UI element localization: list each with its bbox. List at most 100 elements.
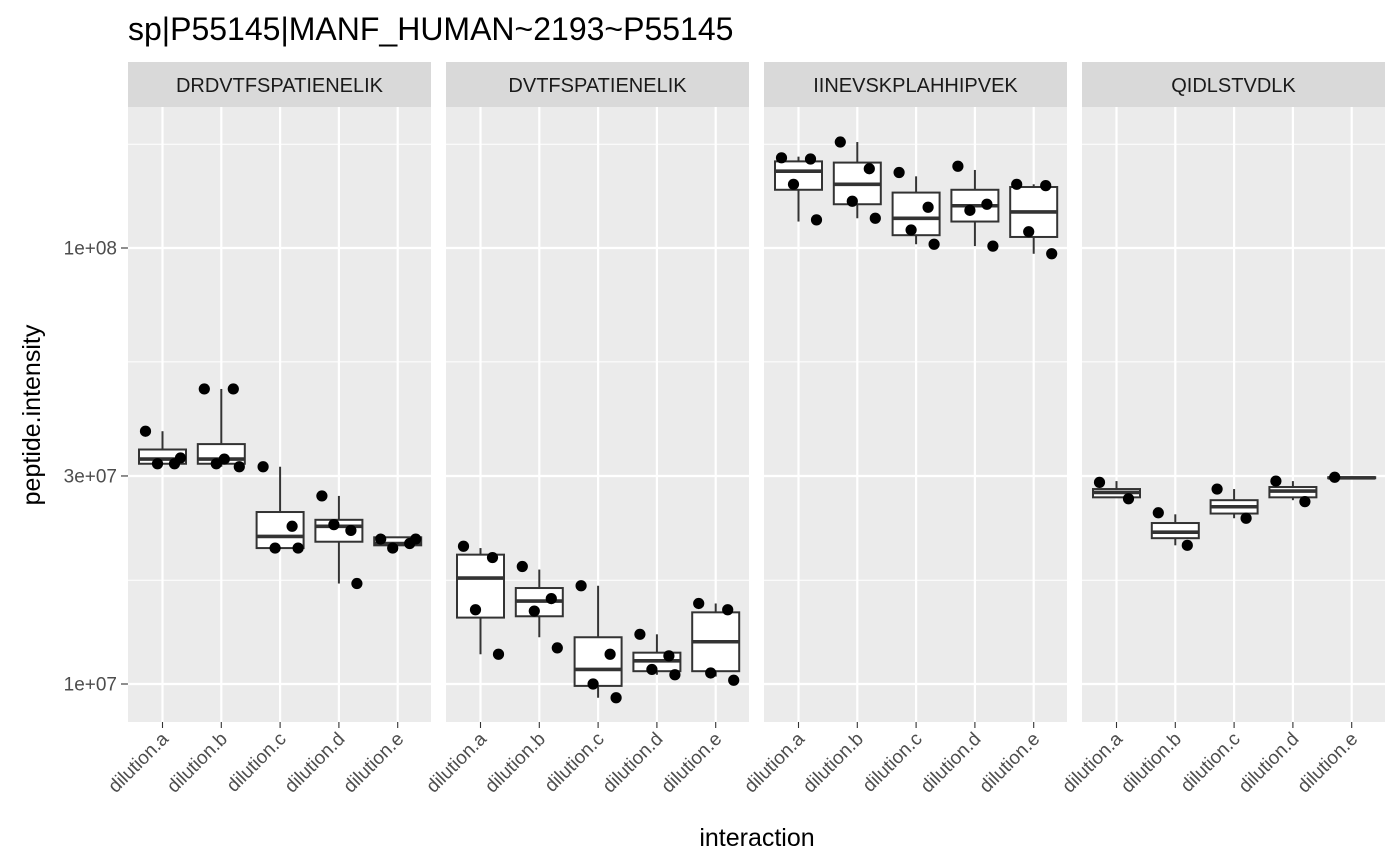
data-point [492, 648, 505, 660]
data-point [292, 542, 304, 554]
data-point [722, 604, 734, 616]
data-point [486, 551, 499, 564]
data-point [1299, 496, 1311, 508]
data-point [269, 542, 281, 554]
data-point [345, 524, 357, 537]
data-point [846, 195, 858, 207]
data-point [663, 650, 675, 662]
data-point [233, 461, 245, 473]
data-point [728, 674, 740, 686]
facet-panels: DRDVTFSPATIENELIKdilution.adilution.bdil… [104, 62, 1385, 797]
data-point [410, 533, 422, 545]
data-point [351, 577, 363, 590]
facet-strip-label: DVTFSPATIENELIK [508, 75, 687, 97]
y-axis: 1e+07 3e+07 1e+08 [64, 239, 128, 696]
data-point [693, 597, 705, 610]
box-group [1327, 471, 1377, 483]
data-point [1093, 476, 1106, 488]
box-group [514, 560, 564, 654]
data-point [139, 425, 152, 437]
data-point [1122, 493, 1135, 505]
data-point [575, 580, 587, 592]
facet-strip [1082, 62, 1385, 107]
data-point [545, 592, 557, 605]
box-group [950, 160, 1000, 252]
data-point [387, 542, 399, 554]
data-point [286, 520, 298, 532]
x-axis-title: interaction [699, 824, 814, 852]
data-point [198, 383, 210, 395]
data-point [646, 663, 658, 676]
data-point [1152, 507, 1164, 519]
facet-strip [764, 62, 1067, 107]
data-point [810, 214, 823, 226]
data-point [1270, 475, 1282, 487]
chart-title: sp|P55145|MANF_HUMAN~2193~P55145 [128, 11, 733, 47]
box-group [314, 490, 364, 590]
facet-strip-label: DRDVTFSPATIENELIK [176, 75, 384, 97]
data-point [1046, 248, 1058, 260]
data-point [1329, 471, 1341, 483]
box-iqr [373, 536, 423, 547]
data-point [316, 490, 328, 502]
data-point [705, 667, 717, 679]
data-point [610, 692, 622, 704]
data-point [1011, 178, 1023, 190]
data-point [375, 533, 387, 545]
box-group [632, 628, 682, 681]
data-point [1211, 483, 1223, 495]
box-group [1268, 475, 1318, 508]
facet-strip-label: IINEVSKPLAHHIPVEK [813, 75, 1018, 97]
data-point [987, 240, 999, 252]
data-point [551, 642, 563, 654]
box-group [1150, 507, 1200, 551]
data-point [893, 166, 905, 179]
data-point [787, 178, 800, 190]
box-group [891, 166, 941, 250]
box-group [138, 425, 187, 470]
data-point [669, 669, 681, 681]
facet-strip [128, 62, 431, 107]
box-group [691, 597, 741, 686]
box-group [832, 136, 882, 224]
data-point [1240, 512, 1252, 524]
data-point [634, 628, 646, 640]
data-point [869, 212, 881, 224]
box-group [1209, 483, 1259, 524]
facet-strip-label: QIDLSTVDLK [1171, 75, 1296, 97]
y-tick-label: 3e+07 [64, 466, 117, 487]
box-group [456, 540, 505, 660]
box-iqr [573, 636, 623, 687]
data-point [604, 648, 616, 660]
facet-panel: QIDLSTVDLKdilution.adilution.bdilution.c… [1058, 62, 1385, 797]
box-group [573, 580, 623, 704]
data-point [1023, 226, 1035, 238]
data-point [174, 452, 187, 464]
data-point [528, 605, 540, 617]
data-point [928, 238, 940, 250]
data-point [922, 201, 934, 213]
facet-panel: IINEVSKPLAHHIPVEKdilution.adilution.bdil… [740, 62, 1067, 797]
data-point [1040, 180, 1052, 192]
box-iqr [891, 191, 941, 237]
data-point [952, 160, 964, 172]
data-point [457, 540, 470, 552]
data-point [804, 153, 817, 165]
data-point [218, 453, 230, 465]
box-group [1092, 476, 1141, 505]
box-group [373, 533, 423, 554]
y-axis-title: peptide.intensity [18, 324, 46, 505]
data-point [227, 383, 239, 395]
facet-panel: DRDVTFSPATIENELIKdilution.adilution.bdil… [104, 62, 431, 797]
y-tick-label: 1e+08 [64, 239, 117, 260]
data-point [257, 461, 269, 473]
data-point [469, 604, 482, 616]
box-group [774, 152, 823, 226]
data-point [1181, 539, 1193, 551]
data-point [775, 152, 788, 164]
box-iqr [255, 511, 305, 550]
data-point [964, 204, 976, 216]
data-point [863, 163, 875, 175]
data-point [834, 136, 846, 148]
